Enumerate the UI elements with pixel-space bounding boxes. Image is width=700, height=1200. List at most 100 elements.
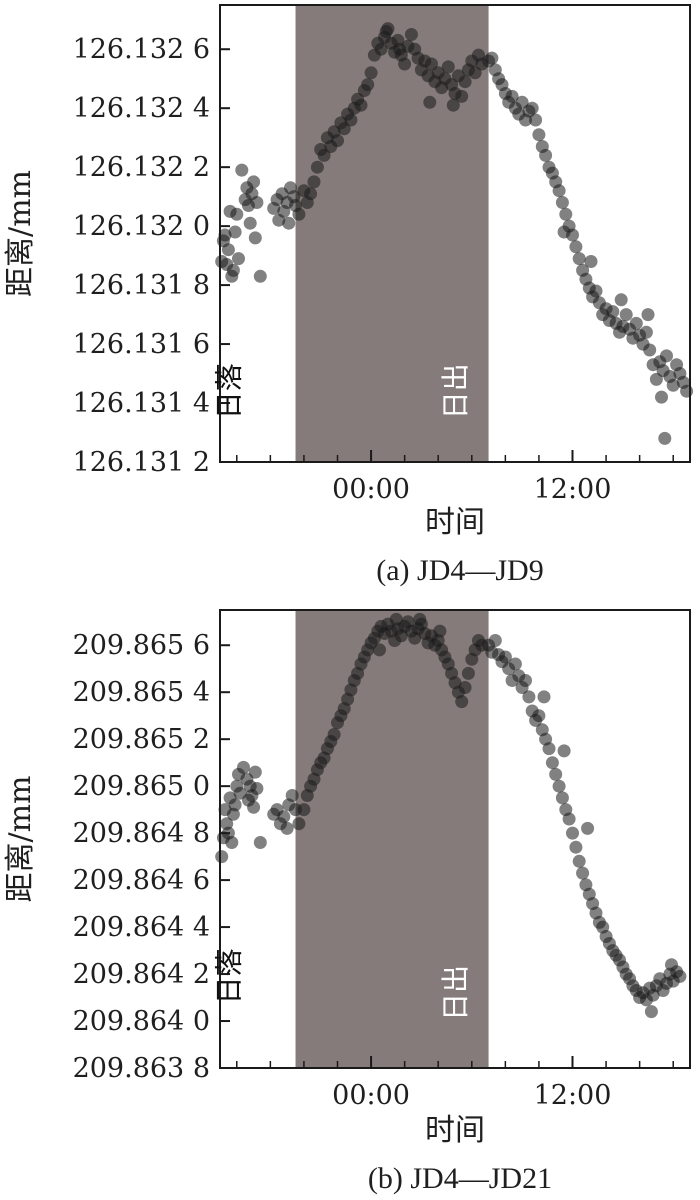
data-point (225, 836, 239, 849)
data-point (243, 216, 257, 230)
data-point (557, 225, 571, 239)
data-point (505, 89, 519, 103)
data-point (658, 431, 672, 445)
data-point (250, 782, 264, 795)
data-point (519, 674, 532, 687)
data-point (297, 803, 311, 817)
data-point (331, 134, 344, 148)
data-point (566, 826, 579, 840)
sunset-annotation: 日落 (212, 948, 245, 1004)
x-tick-label: 00:00 (332, 474, 410, 505)
data-point (433, 624, 447, 638)
data-point (374, 42, 388, 56)
data-point (253, 836, 267, 849)
data-point (569, 240, 583, 254)
data-point (280, 821, 294, 835)
x-tick-label: 00:00 (332, 1080, 410, 1111)
data-points (215, 22, 694, 445)
data-point (515, 95, 529, 109)
data-point (327, 728, 341, 741)
plot-frame (219, 4, 691, 463)
data-point (413, 612, 427, 626)
data-point (584, 255, 598, 268)
data-point (562, 812, 576, 826)
y-tick-label: 209.863 8 (73, 1053, 210, 1084)
panel-caption: (a) JD4—JD9 (376, 554, 543, 587)
data-point (569, 840, 583, 854)
data-point (529, 113, 543, 127)
data-point (230, 207, 244, 221)
data-point (666, 378, 680, 392)
data-point (522, 690, 536, 704)
data-point (549, 767, 563, 781)
data-point (639, 325, 653, 339)
data-point (581, 821, 595, 835)
data-point (393, 42, 407, 56)
data-point (525, 101, 539, 115)
data-point (643, 343, 657, 357)
data-point (576, 866, 590, 880)
panel-caption: (b) JD4—JD21 (368, 1162, 552, 1195)
data-point (277, 810, 291, 824)
y-tick-label: 209.864 6 (73, 865, 210, 896)
y-axis-title: 距离/mm (3, 170, 38, 297)
data-point (218, 228, 232, 242)
data-point (680, 384, 694, 398)
data-point (655, 390, 668, 404)
data-point (235, 163, 249, 177)
sunrise-annotation: 日出 (439, 965, 472, 1021)
data-point (310, 160, 324, 174)
data-point (559, 207, 573, 221)
y-tick-label: 209.864 4 (73, 912, 210, 943)
data-point (373, 643, 386, 657)
data-point (292, 817, 306, 831)
data-point (215, 850, 229, 864)
data-point (247, 800, 261, 814)
data-point (537, 690, 551, 704)
data-point (282, 216, 296, 230)
chart-panel-a: 126.131 2 126.131 4 126.131 6 126.131 8 126.… (3, 4, 694, 587)
data-point (458, 681, 472, 694)
chart-panel-b: 209.863 8 209.864 0 209.864 2 209.864 4 209.… (3, 609, 691, 1195)
data-point (317, 148, 331, 162)
data-point (253, 269, 267, 283)
data-point (232, 252, 245, 266)
data-point (572, 252, 586, 266)
data-points (215, 612, 687, 1019)
data-point (488, 634, 502, 647)
data-point (455, 695, 469, 709)
sunset-annotation: 日落 (212, 363, 245, 419)
data-point (673, 969, 687, 983)
data-point (285, 789, 299, 802)
data-point (247, 175, 261, 189)
y-tick-label: 209.865 6 (73, 630, 210, 661)
data-point (557, 744, 571, 758)
data-point (248, 231, 262, 245)
data-point (552, 184, 566, 198)
data-point (361, 78, 375, 92)
data-point (665, 958, 678, 972)
data-point (555, 196, 569, 209)
data-point (398, 57, 412, 71)
data-point (532, 128, 546, 142)
data-point (441, 60, 455, 74)
y-tick-label: 126.132 2 (73, 152, 210, 183)
data-point (542, 742, 556, 756)
y-tick-label: 209.864 8 (73, 818, 210, 849)
data-point (555, 791, 569, 805)
data-point (485, 51, 499, 65)
y-tick-label: 209.865 0 (73, 771, 210, 802)
data-point (614, 293, 628, 307)
data-point (304, 187, 318, 201)
x-tick-label: 12:00 (534, 474, 612, 505)
data-point (629, 316, 643, 330)
data-point (649, 372, 663, 386)
y-tick-label: 209.865 2 (73, 724, 210, 755)
data-point (532, 709, 546, 723)
y-tick-label: 126.131 6 (73, 329, 210, 360)
data-point (389, 612, 403, 626)
data-point (423, 95, 437, 109)
y-tick-label: 209.864 2 (73, 959, 210, 990)
data-point (641, 308, 655, 322)
data-point (660, 349, 673, 363)
